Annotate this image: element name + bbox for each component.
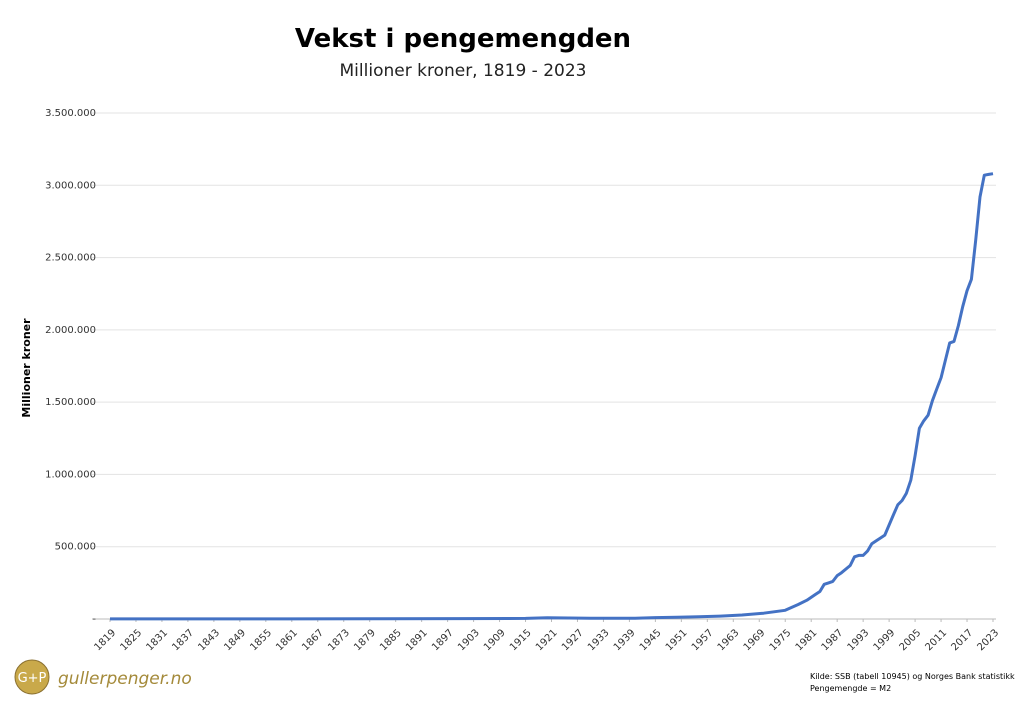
x-tick-label: 1825 [118,627,144,653]
x-tick-label: 1993 [846,627,872,653]
y-tick-label: 2.500.000 [45,253,96,264]
source: Kilde: SSB (tabell 10945) og Norges Bank… [810,672,1015,681]
x-tick-label: 1843 [196,627,222,653]
x-tick-label: 1981 [794,627,820,653]
x-tick-label: 1831 [144,627,170,653]
x-tick-label: 1927 [560,627,586,653]
y-tick-label: 1.500.000 [45,397,96,408]
x-tick-label: 1921 [534,627,560,653]
y-axis-label: Millioner kroner [20,318,33,418]
x-tick-label: 2017 [949,627,975,653]
x-tick-label: 1819 [92,627,118,653]
y-tick-label: - [92,614,96,625]
x-tick-label: 1867 [300,627,326,653]
x-tick-label: 1975 [768,627,794,653]
x-tick-label: 2005 [898,627,924,653]
x-tick-label: 1861 [274,627,300,653]
chart-title: Vekst i pengemengden [295,24,631,54]
x-tick-label: 1873 [326,627,352,653]
logo-text: gullerpenger.no [58,669,192,689]
x-tick-label: 1897 [430,627,456,653]
source: Pengemengde = M2 [810,684,891,693]
x-tick-label: 2023 [975,627,1001,653]
logo-icon [14,659,50,695]
x-tick-label: 1933 [586,627,612,653]
x-tick-label: 1849 [222,627,248,653]
y-tick-label: 2.000.000 [45,325,96,336]
x-tick-label: 1891 [404,627,430,653]
y-tick-label: 1.000.000 [45,469,96,480]
x-tick-label: 1945 [638,627,664,653]
x-tick-label: 1915 [508,627,534,653]
chart-subtitle: Millioner kroner, 1819 - 2023 [340,61,587,81]
x-tick-label: 1909 [482,627,508,653]
x-tick-label: 1969 [742,627,768,653]
y-tick-label: 3.000.000 [45,180,96,191]
x-tick-label: 1855 [248,627,274,653]
x-tick-label: 1957 [690,627,716,653]
logo-mark: G+P [18,671,47,686]
y-tick-label: 500.000 [55,542,96,553]
data-line [110,172,994,621]
x-tick-label: 1885 [378,627,404,653]
x-tick-label: 1963 [716,627,742,653]
x-tick-label: 1987 [820,627,846,653]
x-tick-label: 1951 [664,627,690,653]
x-tick-label: 1999 [872,627,898,653]
y-tick-label: 3.500.000 [45,108,96,119]
x-tick-label: 1879 [352,627,378,653]
x-tick-label: 1837 [170,627,196,653]
x-tick-label: 1939 [612,627,638,653]
x-tick-label: 2011 [924,627,950,653]
x-tick-label: 1903 [456,627,482,653]
